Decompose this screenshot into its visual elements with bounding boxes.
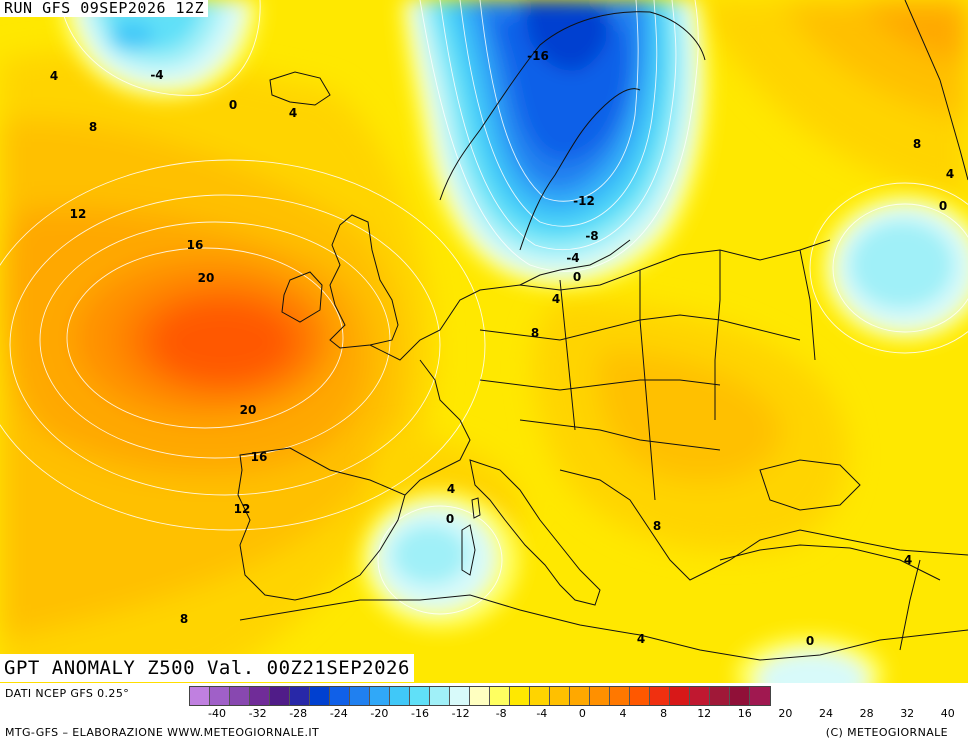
scale-cell — [690, 687, 710, 705]
scale-tick: -20 — [370, 707, 389, 720]
contour-label: -4 — [150, 68, 163, 82]
scale-tick: -40 — [208, 707, 226, 720]
scale-cell — [630, 687, 650, 705]
contour-label: 8 — [180, 612, 188, 626]
scale-cell — [470, 687, 490, 705]
contour-label: 0 — [446, 512, 454, 526]
anomaly-map: 4 -4 0 4 8 12 16 20 20 16 12 8 -16 -12 -… — [0, 0, 968, 683]
scale-cell — [250, 687, 270, 705]
contour-label: 0 — [229, 98, 237, 112]
scale-cell — [530, 687, 550, 705]
contour-labels: 4 -4 0 4 8 12 16 20 20 16 12 8 -16 -12 -… — [50, 49, 954, 648]
scale-tick: 0 — [578, 707, 586, 720]
footer: DATI NCEP GFS 0.25° -40 -32 -28 -24 -20 -16 -1… — [0, 683, 968, 745]
contour-label: 4 — [946, 167, 954, 181]
scale-cell — [570, 687, 590, 705]
scale-tick: 28 — [859, 707, 874, 720]
scale-tick: 20 — [778, 707, 793, 720]
scale-cell — [270, 687, 290, 705]
data-source: DATI NCEP GFS 0.25° — [5, 687, 130, 700]
scale-tick: -28 — [289, 707, 308, 720]
scale-tick: -24 — [329, 707, 348, 720]
contour-label: 8 — [531, 326, 539, 340]
scale-ticks: -40 -32 -28 -24 -20 -16 -12 -8 -4 0 4 8 12 16 20 24 28 32… — [189, 707, 968, 723]
scale-cell — [390, 687, 410, 705]
contour-label: 16 — [187, 238, 204, 252]
contour-label: 12 — [70, 207, 87, 221]
contour-label: 4 — [904, 553, 912, 567]
contour-label: 4 — [50, 69, 58, 83]
scale-tick: 40 — [940, 707, 955, 720]
scale-cell — [550, 687, 570, 705]
scale-cell — [350, 687, 370, 705]
contour-label: 20 — [198, 271, 215, 285]
scale-tick: 16 — [737, 707, 752, 720]
contour-label: -16 — [527, 49, 549, 63]
scale-tick: -12 — [451, 707, 470, 720]
scale-cell — [670, 687, 690, 705]
scale-cell — [430, 687, 450, 705]
scale-cell — [590, 687, 610, 705]
credit-text: MTG-GFS – ELABORAZIONE WWW.METEOGIORNALE… — [5, 726, 320, 739]
scale-cell — [730, 687, 750, 705]
coastlines — [237, 0, 968, 661]
scale-cell — [710, 687, 730, 705]
contour-label: -4 — [566, 251, 579, 265]
contour-label: 20 — [240, 403, 257, 417]
scale-cell — [310, 687, 330, 705]
contour-label: 8 — [653, 519, 661, 533]
contour-label: 8 — [89, 120, 97, 134]
contour-label: 4 — [637, 632, 645, 646]
contour-label: 16 — [251, 450, 268, 464]
scale-cell — [490, 687, 510, 705]
scale-cell — [650, 687, 670, 705]
scale-cell — [190, 687, 210, 705]
scale-cell — [290, 687, 310, 705]
scale-tick: -16 — [411, 707, 429, 720]
scale-tick: -32 — [248, 707, 267, 720]
run-label: RUN GFS 09SEP2026 12Z — [0, 0, 209, 17]
contour-label: 12 — [234, 502, 251, 516]
scale-cell — [210, 687, 230, 705]
scale-tick: 32 — [900, 707, 915, 720]
color-scale — [189, 686, 771, 706]
scale-tick: -4 — [536, 707, 548, 720]
copyright-text: (C) METEOGIORNALE — [825, 726, 948, 739]
contour-label: 0 — [573, 270, 581, 284]
scale-tick: 12 — [697, 707, 712, 720]
scale-cell — [750, 687, 770, 705]
scale-tick: 8 — [660, 707, 668, 720]
anomaly-field — [0, 0, 968, 683]
contour-label: -12 — [573, 194, 595, 208]
contour-label: 0 — [939, 199, 947, 213]
contour-label: 0 — [806, 634, 814, 648]
scale-cell — [510, 687, 530, 705]
contour-label: 4 — [447, 482, 455, 496]
scale-tick: 24 — [819, 707, 833, 720]
scale-cell — [410, 687, 430, 705]
scale-cell — [370, 687, 390, 705]
map-title: GPT ANOMALY Z500 Val. 00Z21SEP2026 — [0, 654, 414, 682]
scale-cell — [610, 687, 630, 705]
scale-cell — [450, 687, 470, 705]
scale-cell — [330, 687, 350, 705]
scale-cell — [230, 687, 250, 705]
contour-label: 8 — [913, 137, 921, 151]
scale-tick: -8 — [495, 707, 507, 720]
scale-tick: 4 — [619, 707, 627, 720]
contour-label: 4 — [552, 292, 560, 306]
contour-label: -8 — [585, 229, 598, 243]
contour-label: 4 — [289, 106, 297, 120]
contour-lines — [0, 0, 968, 615]
